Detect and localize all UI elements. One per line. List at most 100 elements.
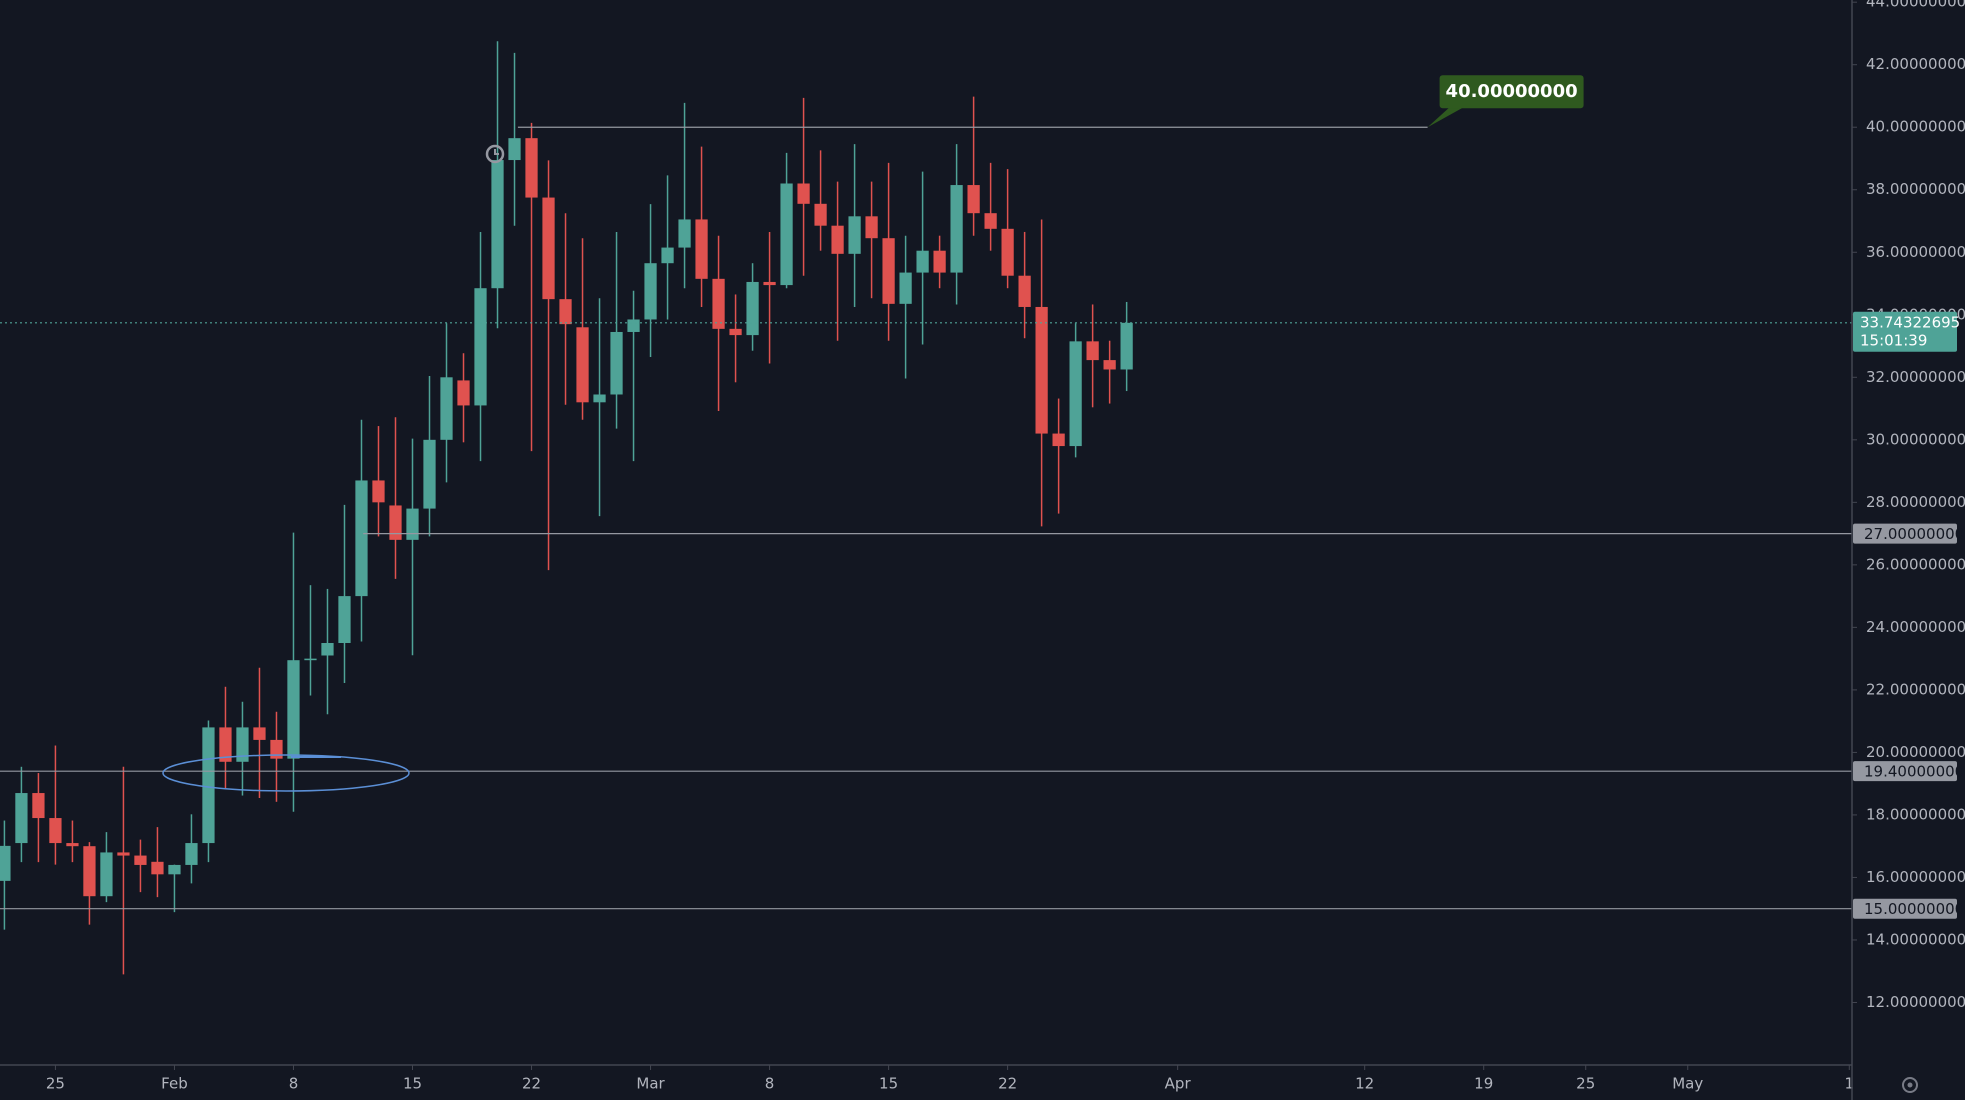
y-tick-label: 14.00000000 [1866,930,1965,948]
candle-body [576,327,589,403]
labels: 12.00000000 14.00000000 16.00000000 18.0000… [46,0,1965,1093]
x-tick-label: 15 [879,1075,898,1093]
candle-body [219,727,232,762]
candle-body [270,739,283,759]
x-tick-label: 8 [289,1075,299,1093]
price-line-label-bg [1853,523,1957,544]
candle-body [304,658,317,661]
candle-body [372,480,385,503]
x-tick-label: 25 [1576,1075,1595,1093]
candle-body [797,183,810,204]
candle-body [100,852,113,897]
callout-label: 40.00000000 [1446,81,1578,102]
y-tick-label: 24.00000000 [1866,618,1965,636]
candle-body [712,278,725,329]
ellipse-drawing[interactable] [162,754,410,792]
candle-body [66,843,79,847]
x-tick-label: 8 [765,1075,775,1093]
y-tick-label: 18.00000000 [1866,805,1965,823]
candle-body [1001,228,1014,276]
y-tick-label: 16.00000000 [1866,868,1965,886]
x-tick-label: 25 [46,1075,65,1093]
candle-body [916,250,929,273]
y-tick-label: 22.00000000 [1866,680,1965,698]
y-tick-label: 28.00000000 [1866,493,1965,511]
y-tick-label: 12.00000000 [1866,993,1965,1011]
settings-icon[interactable] [1902,1077,1918,1093]
candle-body [1018,275,1031,307]
candle-body [389,505,402,540]
candle-body [967,185,980,214]
x-tick-label: 15 [403,1075,422,1093]
candle-body [984,213,997,229]
candle-body [168,864,181,875]
candle-body [729,328,742,336]
countdown-label: 15:01:39 [1860,331,1927,349]
candle-body [593,394,606,403]
candle-body [661,247,674,264]
candle-body [780,183,793,286]
y-tick-label: 38.00000000 [1866,180,1965,198]
candle-body [1120,322,1133,370]
candle-body [355,480,368,597]
candle-body [440,377,453,440]
candle-body [644,263,657,320]
price-line-label-bg [1853,761,1957,782]
y-tick-label: 32.00000000 [1866,368,1965,386]
candle-body [474,288,487,406]
last-price-label: 33.74322695 [1860,313,1960,331]
candle-body [814,203,827,226]
candle-body [0,845,11,881]
candle-body [117,852,130,856]
candle-body [253,727,266,740]
x-tick-label: 22 [522,1075,541,1093]
candle-body [882,238,895,304]
x-tick-label: Feb [161,1075,188,1093]
candle-body [525,138,538,198]
alert-icon[interactable] [485,144,505,164]
price-line-label: 15.00000000 [1864,900,1964,918]
candle-body [134,855,147,865]
candle-body [457,380,470,406]
candle-body [1052,433,1065,447]
candle-body [746,281,759,336]
x-tick-label: Mar [636,1075,665,1093]
x-tick-label: May [1672,1075,1703,1093]
candle-body [848,216,861,254]
price-line-label: 19.40000000 [1864,763,1964,781]
last-price-bg [1853,311,1957,352]
candle-body [236,727,249,762]
y-tick-label: 36.00000000 [1866,243,1965,261]
y-tick-label: 20.00000000 [1866,743,1965,761]
candle-body [1035,306,1048,434]
callout-box [1439,75,1584,109]
candle-body [933,250,946,273]
candle-body [763,281,776,286]
callout-pointer [1427,107,1464,128]
candle-body [321,643,334,656]
candle-body [32,793,45,819]
candle-body [49,818,62,844]
candle-body [1086,341,1099,361]
candle-body [83,846,96,897]
x-tick-label: 19 [1474,1075,1493,1093]
grid [54,1,1857,1070]
candle-body [185,843,198,865]
x-tick-label: 22 [998,1075,1017,1093]
candle-body [423,439,436,509]
candle-body [1069,341,1082,447]
x-tick-label: Apr [1165,1075,1192,1093]
marks [0,41,1852,975]
candle-body [542,197,555,300]
candle-body [899,272,912,304]
price-line-label: 27.00000000 [1864,525,1964,543]
candle-body [202,727,215,844]
price-line-label-bg [1853,898,1957,919]
candle-body [1103,360,1116,370]
candle-body [508,138,521,161]
candle-body [695,219,708,279]
candle-body [559,299,572,325]
x-tick-label: 1 [1845,1075,1855,1093]
